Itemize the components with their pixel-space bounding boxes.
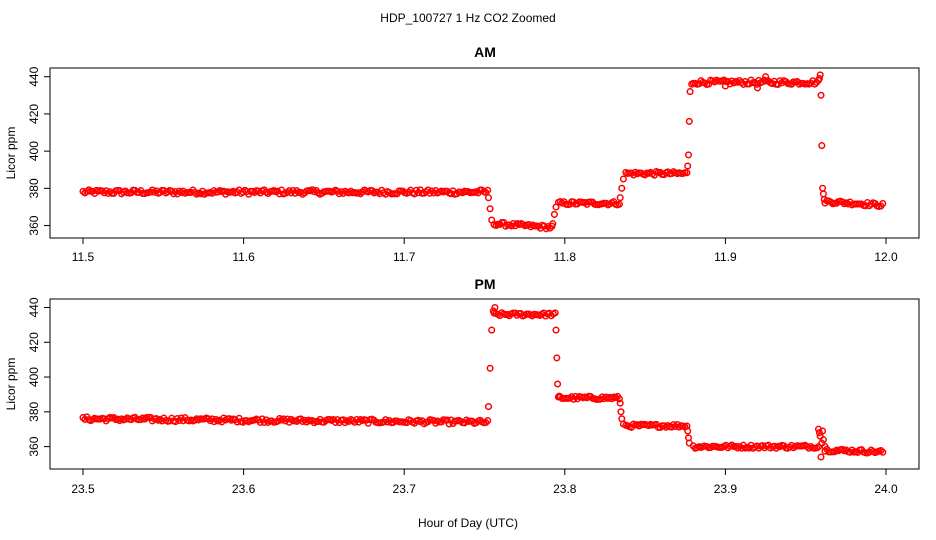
- am-data-point: [817, 91, 825, 99]
- am-data-point: [484, 194, 493, 202]
- am-y-tick-label: 400: [27, 141, 41, 161]
- am-data-point: [816, 71, 824, 79]
- am-y-axis: 360 380 400 420 440: [27, 66, 50, 236]
- am-y-tick-label: 440: [27, 66, 41, 86]
- pm-data-point: [553, 354, 561, 362]
- am-data-point: [685, 117, 693, 125]
- am-data-point: [818, 142, 826, 150]
- am-data-point: [486, 205, 494, 213]
- pm-y-tick-label: 400: [27, 367, 41, 387]
- pm-data-point: [817, 453, 825, 461]
- pm-y-tick-label: 420: [27, 332, 41, 352]
- pm-data-point: [482, 418, 490, 427]
- pm-data-point: [684, 427, 692, 435]
- am-data-point: [686, 88, 694, 96]
- am-y-axis-label: Licor ppm: [4, 127, 18, 180]
- figure-x-axis-label: Hour of Day (UTC): [418, 516, 518, 530]
- am-x-tick-label: 11.6: [232, 250, 255, 264]
- pm-data-point: [552, 326, 560, 334]
- pm-data-point: [486, 364, 494, 372]
- pm-data-point: [256, 418, 264, 426]
- pm-data-point: [617, 408, 625, 416]
- am-x-tick-label: 11.8: [554, 250, 577, 264]
- pm-data-point: [555, 392, 563, 400]
- am-data-point: [684, 162, 692, 170]
- am-data-point: [879, 199, 887, 208]
- pm-x-tick-label: 23.8: [553, 482, 577, 496]
- am-data-point: [753, 84, 762, 92]
- pm-data-point: [819, 427, 827, 435]
- pm-x-tick-label: 23.6: [232, 482, 256, 496]
- pm-plot-frame: [49, 298, 920, 470]
- am-x-axis: 11.5 11.6 11.7 11.8 11.9 12.0: [72, 238, 898, 264]
- am-data-point: [552, 203, 560, 211]
- pm-data-point: [488, 326, 496, 334]
- pm-data-point: [484, 403, 493, 411]
- pm-data-point: [491, 303, 499, 312]
- am-data-point: [819, 190, 827, 198]
- am-data-point: [616, 194, 624, 202]
- pm-data-point: [615, 395, 623, 403]
- am-data-point: [815, 75, 823, 83]
- am-data-point: [488, 216, 496, 224]
- pm-y-tick-label: 440: [27, 297, 41, 317]
- am-data-point: [721, 82, 729, 90]
- am-panel-title: AM: [474, 44, 496, 60]
- am-data-point: [683, 169, 691, 177]
- am-y-tick-label: 360: [27, 215, 41, 235]
- pm-x-tick-label: 24.0: [874, 482, 898, 496]
- am-data-point: [335, 190, 343, 198]
- pm-panel: PM 23.5 23.6 23.7 23.8 23.9 24.0 360 380 400 420…: [4, 276, 920, 496]
- pm-data-point: [484, 417, 492, 425]
- am-data-point: [356, 190, 365, 198]
- am-data-point: [618, 184, 626, 192]
- pm-y-tick-label: 380: [27, 401, 41, 421]
- am-y-tick-label: 380: [27, 178, 41, 198]
- am-panel: AM 11.5 11.6 11.7 11.8 11.9 12.0 360 380 400 420…: [4, 44, 920, 264]
- am-data-point: [550, 210, 558, 218]
- am-x-tick-label: 11.9: [714, 250, 737, 264]
- am-data-point: [819, 184, 827, 192]
- am-data-series: [79, 71, 887, 233]
- pm-data-point: [551, 309, 559, 317]
- pm-data-point: [821, 443, 829, 451]
- pm-panel-title: PM: [475, 276, 496, 292]
- am-data-point: [762, 73, 770, 81]
- pm-data-point: [619, 420, 627, 428]
- pm-data-point: [489, 307, 497, 315]
- am-data-point: [684, 151, 693, 159]
- pm-x-axis: 23.5 23.6 23.7 23.8 23.9 24.0: [71, 469, 898, 496]
- pm-data-point: [554, 380, 562, 388]
- pm-y-axis-label: Licor ppm: [4, 358, 18, 411]
- am-data-point: [619, 175, 627, 183]
- am-plot-frame: [49, 67, 920, 239]
- pm-y-tick-label: 360: [27, 436, 41, 456]
- pm-data-point: [685, 439, 693, 447]
- am-x-tick-label: 11.5: [72, 250, 95, 264]
- am-x-tick-label: 12.0: [874, 250, 898, 264]
- am-x-tick-label: 11.7: [393, 250, 416, 264]
- am-data-point: [549, 220, 557, 228]
- am-data-point: [820, 195, 828, 204]
- pm-y-axis: 360 380 400 420 440: [27, 297, 50, 457]
- pm-x-tick-label: 23.7: [393, 482, 417, 496]
- pm-x-tick-label: 23.5: [71, 482, 95, 496]
- pm-x-tick-label: 23.9: [714, 482, 738, 496]
- am-data-point: [410, 190, 419, 198]
- am-data-point: [774, 80, 782, 88]
- am-data-point: [688, 80, 696, 88]
- pm-data-series: [79, 303, 887, 461]
- pm-data-point: [616, 399, 624, 407]
- pm-data-point: [819, 436, 827, 444]
- pm-data-point: [879, 448, 887, 456]
- am-data-point: [484, 186, 492, 194]
- am-data-point: [615, 200, 623, 208]
- figure-title: HDP_100727 1 Hz CO2 Zoomed: [380, 11, 555, 25]
- am-y-tick-label: 420: [27, 104, 41, 124]
